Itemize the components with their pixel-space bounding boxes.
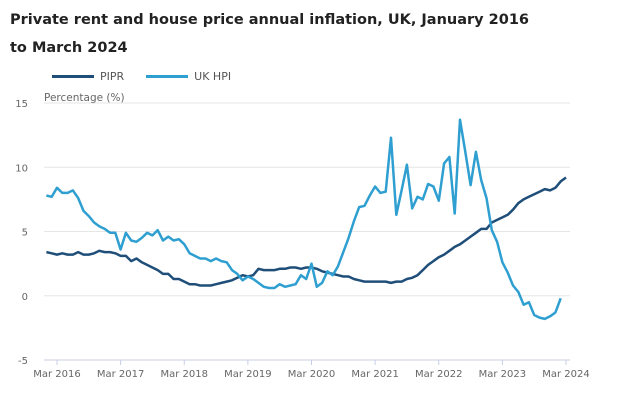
y-tick-label: 10: [15, 163, 28, 174]
x-tick-label: Mar 2023: [479, 369, 527, 380]
y-axis-label: Percentage (%): [44, 92, 125, 104]
x-tick-label: Mar 2018: [161, 369, 209, 380]
legend-swatch-pipr: [52, 75, 94, 78]
x-tick-label: Mar 2022: [415, 369, 463, 380]
x-tick-label: Mar 2019: [224, 369, 272, 380]
y-tick-label: 0: [22, 292, 28, 303]
legend-label: UK HPI: [194, 70, 232, 83]
legend-label: PIPR: [100, 70, 125, 83]
x-tick-label: Mar 2017: [97, 369, 145, 380]
x-tick-label: Mar 2016: [33, 369, 81, 380]
legend-item-uk-hpi: UK HPI: [146, 70, 231, 83]
legend: PIPR UK HPI: [52, 70, 231, 83]
y-tick-label: 15: [15, 99, 28, 110]
series-line-pipr: [46, 176, 567, 287]
y-tick-label: -5: [18, 356, 28, 367]
legend-item-pipr: PIPR: [52, 70, 124, 83]
series-line-uk-hpi: [46, 118, 562, 321]
legend-swatch-uk-hpi: [146, 75, 189, 78]
x-tick-label: Mar 2021: [351, 369, 399, 380]
x-tick-label: Mar 2024: [542, 369, 590, 380]
chart-title: Private rent and house price annual infl…: [10, 12, 530, 56]
y-tick-label: 5: [22, 228, 28, 239]
x-tick-label: Mar 2020: [288, 369, 336, 380]
